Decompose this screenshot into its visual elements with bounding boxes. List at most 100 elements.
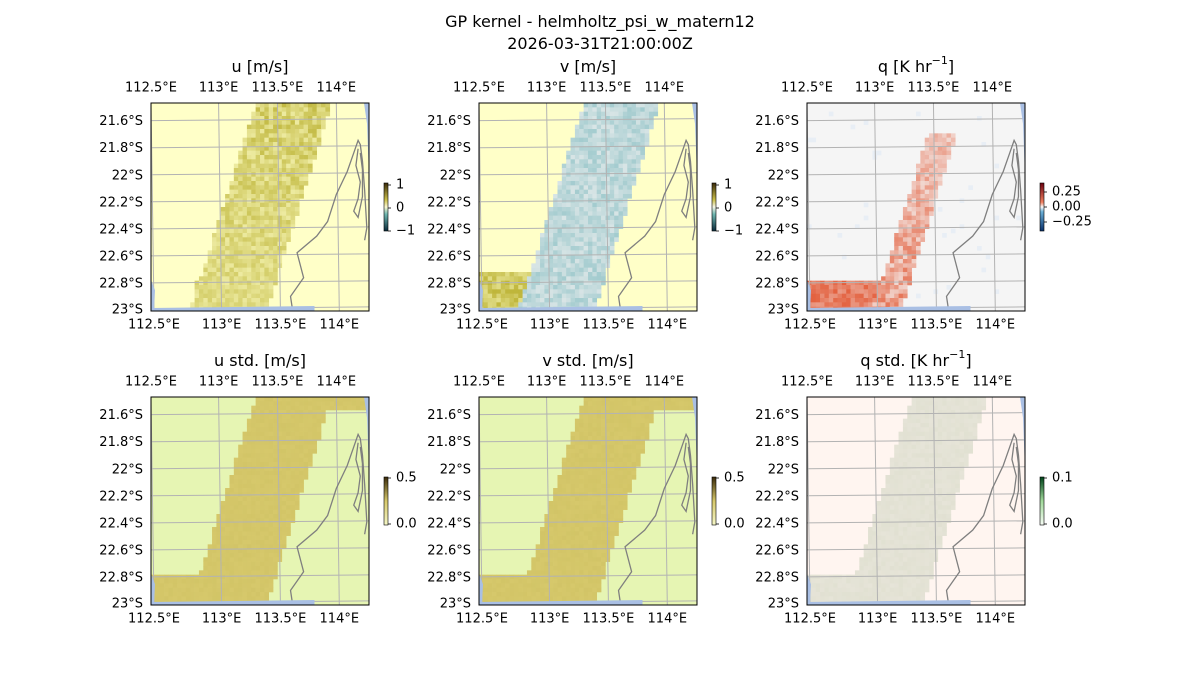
heatmap-cell [907,215,912,221]
heatmap-cell [286,133,291,138]
heatmap-cell [889,302,895,307]
heatmap-cell [635,401,641,406]
heatmap-cell [566,583,571,588]
heatmap-cell [618,505,624,510]
parallel-line [151,574,369,578]
heatmap-cell [561,596,567,601]
heatmap-cell [548,566,554,571]
heatmap-cell [942,483,947,489]
heatmap-cell [588,431,593,437]
heatmap-cell [220,211,226,216]
heatmap-cell [605,444,611,450]
heatmap-cell [220,518,226,523]
heatmap-cell [220,583,226,588]
heatmap-cell [583,189,589,195]
heatmap-cell [264,544,270,549]
heatmap-cell [881,566,886,571]
heatmap-cell [596,107,602,112]
heatmap-cell [347,405,352,411]
heatmap-cell [911,535,917,541]
heatmap-cell [316,423,322,428]
heatmap-cell [950,397,956,402]
heatmap-cell [281,483,287,489]
heatmap-cell [557,202,563,208]
heatmap-cell [281,146,287,151]
heatmap-cell [535,570,541,575]
heatmap-cell [898,535,904,541]
heatmap-cell [889,457,895,463]
heatmap-cell [207,302,213,307]
y-tick-label: 22.4°S [427,516,471,531]
heatmap-cell [566,246,571,251]
heatmap-cell [561,544,567,549]
heatmap-cell [277,457,283,463]
heatmap-cell [255,596,261,601]
heatmap-cell [924,150,930,156]
heatmap-cell [924,548,930,554]
heatmap-cell [933,194,939,199]
heatmap-cell [522,276,528,281]
heatmap-cell [172,592,178,597]
heatmap-cell [535,561,541,567]
heatmap-cell [570,436,576,441]
heatmap-cell [509,298,515,303]
parallel-line [151,520,369,524]
heatmap-cell [312,107,317,112]
heatmap-cell [933,449,939,454]
heatmap-cell [881,302,886,307]
heatmap-cell [220,514,226,519]
heatmap-cell [246,272,252,277]
heatmap-cell [963,444,969,450]
heatmap-cell [260,272,265,277]
heatmap-cell [242,466,248,471]
heatmap-cell [273,194,278,199]
heatmap-cell [203,570,208,575]
heatmap-cell [609,544,615,549]
heatmap-cell [544,531,550,536]
heatmap-cell [850,124,856,130]
heatmap-cell [881,293,886,299]
heatmap-cell [924,202,930,208]
heatmap-cell [260,518,265,523]
heatmap-cell [583,129,589,134]
heatmap-cell [894,501,899,506]
heatmap-cell [544,280,550,286]
heatmap-cell [238,246,243,251]
heatmap-cell [937,207,943,212]
heatmap-cell [579,570,584,575]
heatmap-cell [872,155,878,160]
plot-area-q [807,103,1025,311]
heatmap-cell [929,414,934,419]
x-tick-label-bottom: 112.5°E [456,612,508,627]
heatmap-cell [968,423,973,428]
heatmap-cell [220,220,226,225]
heatmap-cell [583,124,589,130]
heatmap-cell [268,215,274,221]
heatmap-cell [627,462,632,467]
heatmap-cell [281,466,287,471]
y-tick-label: 22.8°S [99,570,143,585]
heatmap-cell [286,397,291,402]
heatmap-cell [548,250,554,255]
heatmap-cell [268,423,274,428]
heatmap-cell [635,150,641,156]
heatmap-cell [307,436,313,441]
heatmap-cell [242,470,248,476]
heatmap-cell [286,159,291,164]
heatmap-cell [264,129,270,134]
heatmap-cell [553,298,558,303]
heatmap-cell [557,548,563,554]
heatmap-cell [601,475,606,480]
heatmap-cell [220,544,226,549]
heatmap-cell [242,462,248,467]
heatmap-cell [881,285,886,290]
heatmap-cell [916,483,921,489]
y-tick-label: 21.6°S [427,408,471,423]
heatmap-cell [246,202,252,208]
heatmap-cell [242,293,248,299]
heatmap-cell [233,224,239,229]
heatmap-cell [246,579,252,584]
heatmap-cell [859,293,864,299]
heatmap-cell [286,120,291,125]
heatmap-cell [273,518,278,523]
